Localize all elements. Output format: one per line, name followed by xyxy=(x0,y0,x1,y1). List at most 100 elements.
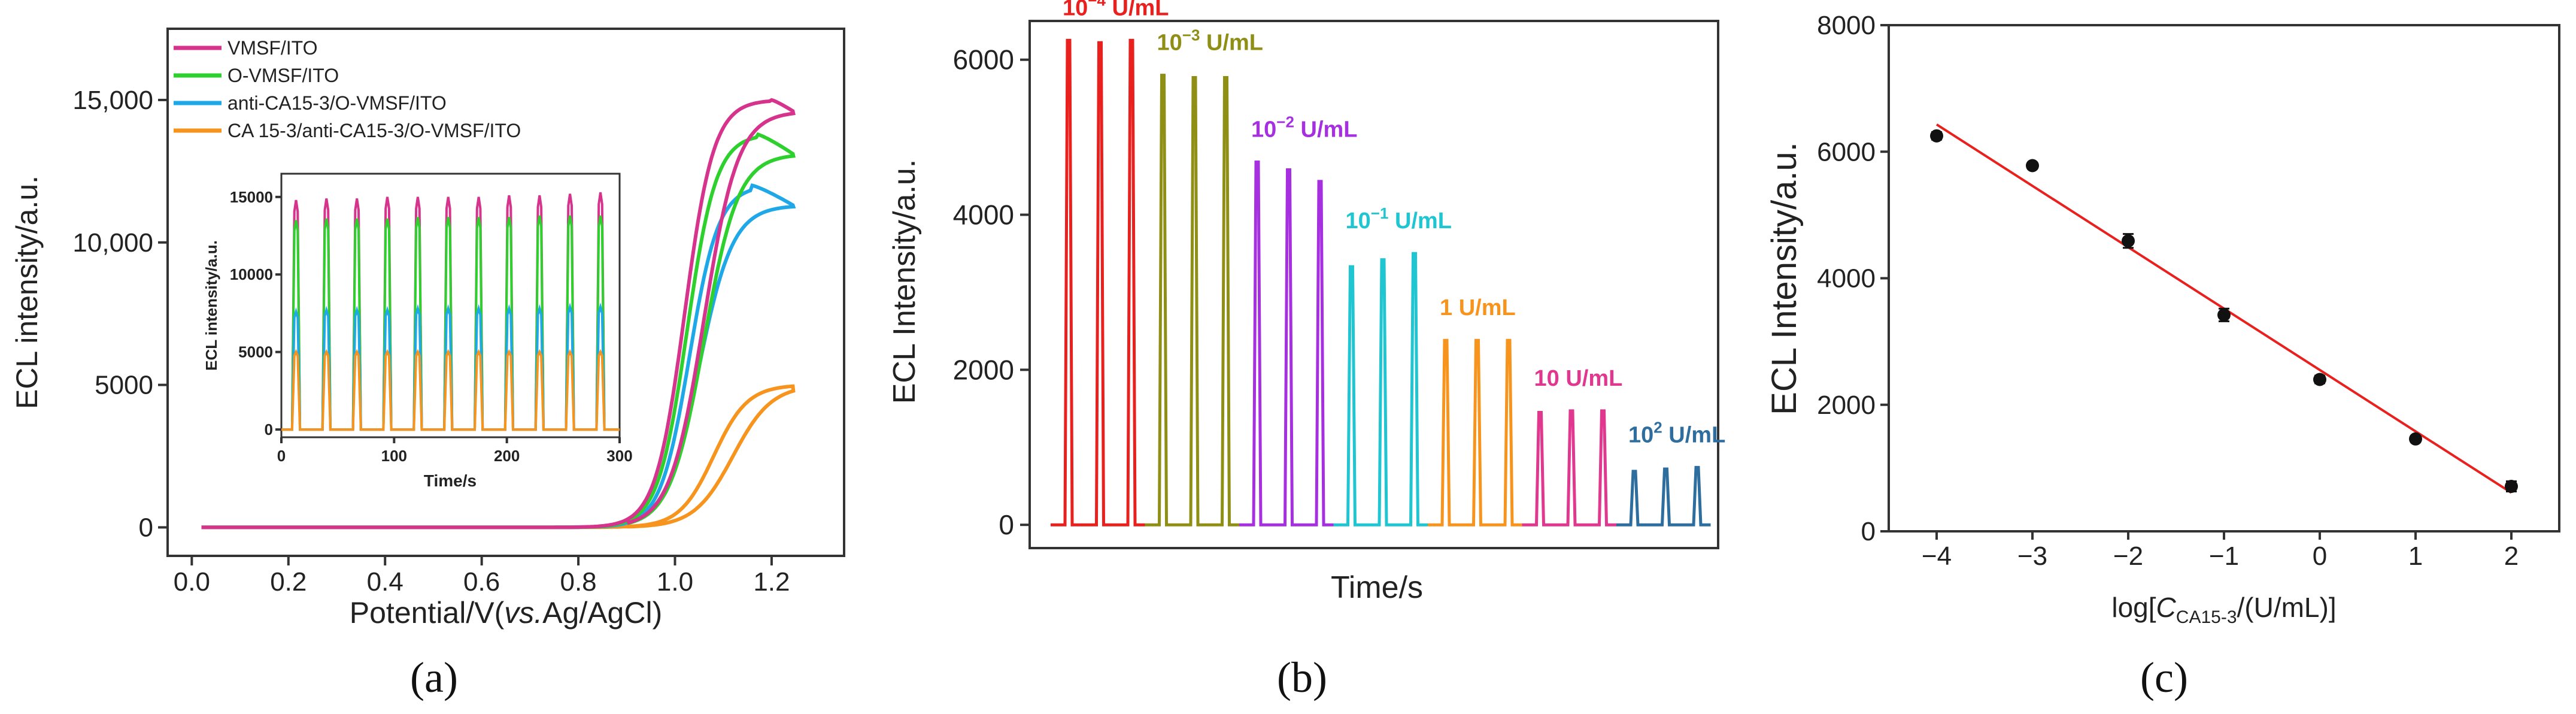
panel-a-xtick-label: 0.0 xyxy=(174,567,210,597)
panel-c-frame xyxy=(1888,24,2560,533)
inset-ticks: 0 100 200 300 0 5000 10000 15000 xyxy=(230,188,633,465)
ecl-group-label-unit: U/mL xyxy=(1559,366,1623,391)
ecl-group-label-unit: U/mL xyxy=(1662,422,1726,447)
panel-a-inset: 0 100 200 300 0 5000 10000 15000 ECL intensity/… xyxy=(202,173,633,490)
panel-b-label: (b) xyxy=(1277,654,1327,701)
inset-xtick-label: 200 xyxy=(494,447,520,465)
ecl-group-label-base: 10 xyxy=(1628,422,1653,447)
legend-label-ovmsf: O-VMSF/ITO xyxy=(227,65,339,86)
panel-a-xtick-label: 0.8 xyxy=(560,567,596,597)
panel-a-xlabel: Potential/V(vs.Ag/AgCl) xyxy=(350,596,662,630)
panel-c-ytick-label: 8000 xyxy=(1817,11,1876,40)
panel-c-xtick-label: 0 xyxy=(2313,541,2327,571)
ecl-group-label: 10−2 U/mL xyxy=(1251,113,1358,143)
panel-b-xlabel: Time/s xyxy=(1331,570,1423,605)
ecl-group-label-base: 10 xyxy=(1157,31,1182,56)
inset-ylabel: ECL intensity/a.u. xyxy=(202,240,220,371)
ecl-group-label-unit: U/mL xyxy=(1294,117,1358,143)
panel-b-ylabel: ECL Intensity/a.u. xyxy=(887,159,922,404)
ecl-group-label-exp: 2 xyxy=(1653,418,1662,436)
inset-curve-1 xyxy=(281,215,620,431)
panel-a-xtick-label: 0.6 xyxy=(463,567,500,597)
panel-b-ytick-label: 2000 xyxy=(953,354,1014,385)
panel-b-curves xyxy=(1051,38,1711,527)
data-point xyxy=(2505,480,2518,494)
panel-a-ylabel: ECL intensity/a.u. xyxy=(10,176,44,409)
panel-c-xtick-label: −4 xyxy=(1922,541,1952,571)
panel-b-ytick-label: 6000 xyxy=(953,44,1014,75)
ecl-group-label-base: 10 xyxy=(1534,366,1559,391)
data-point xyxy=(2217,308,2231,322)
panel-c-ticks: −4 −3 −2 −1 0 1 2 0 2000 4000 6000 8000 xyxy=(1817,11,2519,571)
panel-c-ytick-label: 0 xyxy=(1861,517,1876,546)
panel-c-xtick-label: 2 xyxy=(2504,541,2519,571)
inset-xtick-label: 0 xyxy=(277,447,286,465)
inset-curve-3 xyxy=(281,349,620,431)
data-point xyxy=(1930,129,1943,143)
legend-label-anti: anti-CA15-3/O-VMSF/ITO xyxy=(227,92,447,114)
panel-a-ytick-label: 0 xyxy=(139,513,153,542)
ecl-group-label-unit: U/mL xyxy=(1200,31,1263,56)
inset-ytick-label: 10000 xyxy=(230,265,273,283)
panel-a-frame xyxy=(166,28,845,557)
panel-c-ytick-label: 2000 xyxy=(1817,391,1876,420)
panel-c-xtick-label: −1 xyxy=(2209,541,2239,571)
inset-xtick-label: 300 xyxy=(606,447,632,465)
inset-curves xyxy=(281,192,620,431)
ecl-group-label-base: 1 xyxy=(1440,295,1452,320)
ecl-group-label-exp: −1 xyxy=(1371,204,1389,222)
panel-a-curves xyxy=(201,98,796,530)
legend-label-ca: CA 15-3/anti-CA15-3/O-VMSF/ITO xyxy=(227,120,521,141)
ecl-group-curve-5 xyxy=(1522,409,1616,527)
ecl-group-label-exp: −3 xyxy=(1182,26,1200,44)
panel-b-ticks: 0 2000 4000 6000 xyxy=(953,44,1030,540)
ecl-group-curve-4 xyxy=(1428,338,1522,527)
panel-c-xtick-label: 1 xyxy=(2408,541,2423,571)
ecl-group-label-base: 10 xyxy=(1063,0,1088,20)
inset-xlabel: Time/s xyxy=(424,471,477,490)
panel-a-ytick-label: 10,000 xyxy=(72,228,153,258)
ecl-group-label-base: 10 xyxy=(1346,208,1371,234)
data-point xyxy=(2409,432,2422,446)
panel-c: −4 −3 −2 −1 0 1 2 0 2000 4000 6000 8000 ECL Intensi… xyxy=(1765,11,2560,701)
panel-a-ytick-label: 5000 xyxy=(95,371,153,400)
panel-a-ticks: 0.0 0.2 0.4 0.6 0.8 1.0 1.2 0 5000 10,000 15,000 xyxy=(72,86,790,597)
ecl-group-label: 10−1 U/mL xyxy=(1346,204,1452,234)
panel-a-xtick-label: 0.2 xyxy=(270,567,307,597)
ecl-group-label: 10−4 U/mL xyxy=(1063,0,1169,20)
legend-label-vmsf: VMSF/ITO xyxy=(227,37,318,59)
panel-a-xtick-label: 1.0 xyxy=(657,567,693,597)
data-point xyxy=(2122,234,2135,248)
ecl-group-label: 10−3 U/mL xyxy=(1157,26,1264,56)
data-point xyxy=(2026,159,2039,173)
panel-a-legend: VMSF/ITO O-VMSF/ITO anti-CA15-3/O-VMSF/I… xyxy=(174,37,521,141)
inset-ytick-label: 15000 xyxy=(230,188,273,206)
data-point xyxy=(2313,373,2326,386)
inset-ytick-label: 5000 xyxy=(238,343,273,361)
panel-c-label: (c) xyxy=(2140,654,2188,701)
panel-c-ytick-label: 4000 xyxy=(1817,264,1876,294)
ecl-group-label-unit: U/mL xyxy=(1106,0,1169,20)
panel-a-xtick-label: 1.2 xyxy=(753,567,790,597)
panel-c-xlabel: log[CCA15-3/(U/mL)] xyxy=(2111,592,2336,627)
cv-curve-0 xyxy=(201,98,796,530)
ecl-group-curve-2 xyxy=(1239,161,1334,527)
panel-b-ytick-label: 0 xyxy=(999,509,1014,540)
inset-ytick-label: 0 xyxy=(265,420,273,438)
panel-c-ylabel: ECL Intensity/a.u. xyxy=(1765,142,1804,415)
ecl-group-label-unit: U/mL xyxy=(1452,295,1516,320)
ecl-group-label: 102 U/mL xyxy=(1628,418,1725,447)
ecl-group-label-base: 10 xyxy=(1251,117,1276,143)
ecl-group-curve-0 xyxy=(1051,38,1145,527)
panel-a-label: (a) xyxy=(410,654,458,701)
ecl-group-label-exp: −4 xyxy=(1088,0,1106,9)
panel-b-frame xyxy=(1028,20,1719,549)
panel-c-xtick-label: −3 xyxy=(2017,541,2047,571)
panel-b-ytick-label: 4000 xyxy=(953,199,1014,231)
ecl-group-label: 10 U/mL xyxy=(1534,366,1623,391)
ecl-group-curve-1 xyxy=(1145,74,1239,527)
panel-a: 0.0 0.2 0.4 0.6 0.8 1.0 1.2 0 5000 10,000 15,000 E… xyxy=(10,28,845,701)
